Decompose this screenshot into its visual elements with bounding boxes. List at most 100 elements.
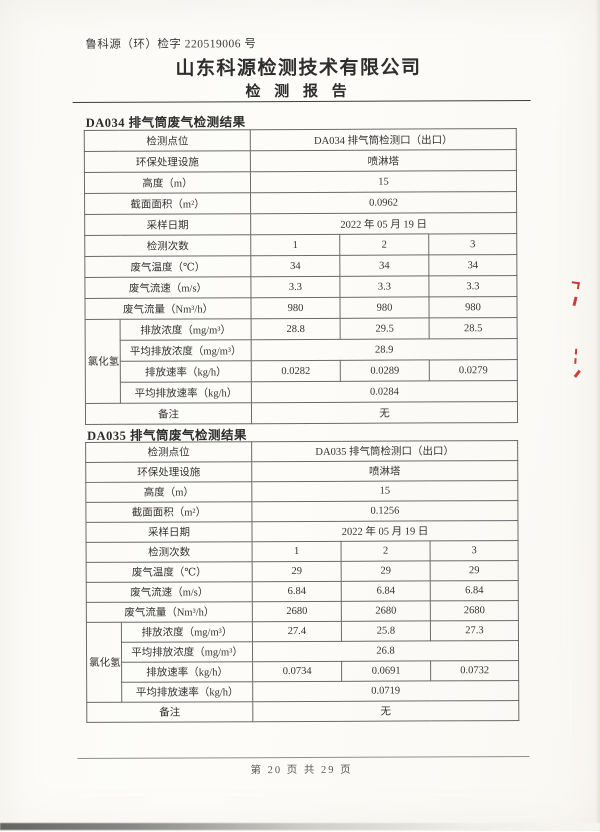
row-label-cell: 截面面积（m²） xyxy=(85,501,252,523)
value-cell: 1 xyxy=(250,234,340,256)
value-cell: 1 xyxy=(252,541,342,562)
table-row: 废气温度（℃） 29 29 29 xyxy=(86,560,519,583)
value-cell: 0.1256 xyxy=(251,500,518,522)
row-label-cell: 备注 xyxy=(85,402,252,425)
table-row: 备注 无 xyxy=(86,700,519,723)
page-number: 第 20 页 共 29 页 xyxy=(250,764,353,777)
value-cell: DA034 排气筒检测口（出口） xyxy=(250,128,517,151)
scan-edge-shadow xyxy=(0,823,600,830)
document-number: 鲁科源（环）检字 220519006 号 xyxy=(85,38,257,51)
value-cell: 28.8 xyxy=(251,318,341,340)
table-row: 检测点位 DA034 排气筒检测口（出口） xyxy=(84,128,517,152)
value-cell: 34 xyxy=(250,255,340,277)
table-row: 平均排放速率（kg/h） 0.0719 xyxy=(87,680,519,703)
company-name: 山东科源检测技术有限公司 xyxy=(175,57,422,80)
red-stamp-mark-icon xyxy=(574,348,578,364)
row-label-cell: 废气流量（Nm³/h） xyxy=(84,297,252,320)
table-row: 平均排放速率（kg/h） 0.0284 xyxy=(85,380,518,404)
table-row: 检测次数 1 2 3 xyxy=(84,233,517,257)
scan-edge-shadow xyxy=(595,0,600,831)
value-cell: 980 xyxy=(339,296,430,319)
row-label-cell: 平均排放速率（kg/h） xyxy=(121,681,253,703)
table-row: 氯化氢 排放浓度（mg/m³） 27.4 25.8 27.3 xyxy=(86,620,519,703)
table-row: 采样日期 2022 年 05 月 19 日 xyxy=(85,520,519,543)
value-cell: 0.0732 xyxy=(430,660,519,681)
section-title-da034: DA034 排气筒废气检测结果 xyxy=(85,115,246,130)
value-cell: 喷淋塔 xyxy=(251,460,518,482)
value-cell: 27.3 xyxy=(430,620,519,641)
table-row: 氯化氢 排放浓度（mg/m³） 28.8 29.5 28.5 xyxy=(85,317,518,404)
table-row: 截面面积（m²） 0.0962 xyxy=(84,191,517,215)
value-cell: 0.0962 xyxy=(250,191,517,214)
value-cell: 6.84 xyxy=(430,580,519,601)
row-label-cell: 检测次数 xyxy=(84,234,251,257)
row-label-cell: 平均排放浓度（mg/m³） xyxy=(121,641,253,663)
table-row: 废气流速（m/s） 3.3 3.3 3.3 xyxy=(84,275,517,299)
table-row: 平均排放浓度（mg/m³） 28.9 xyxy=(85,338,518,362)
value-cell: 29.5 xyxy=(340,317,430,340)
value-cell: 喷淋塔 xyxy=(250,149,517,172)
value-cell: 2022 年 05 月 19 日 xyxy=(250,212,517,235)
value-cell: 2 xyxy=(339,233,429,256)
table-row: 废气流速（m/s） 6.84 6.84 6.84 xyxy=(86,580,519,603)
value-cell: 25.8 xyxy=(341,620,431,642)
row-label-cell: 采样日期 xyxy=(84,213,251,236)
value-cell: 无 xyxy=(251,401,518,424)
red-stamp-mark-icon xyxy=(573,369,581,378)
table-row: 备注 无 xyxy=(85,401,518,425)
table-row: 环保处理设施 喷淋塔 xyxy=(85,460,518,483)
row-label-cell: 检测点位 xyxy=(85,441,252,463)
value-cell: 980 xyxy=(428,296,518,318)
value-cell: 29 xyxy=(341,560,431,582)
value-cell: 15 xyxy=(251,480,518,502)
table-row: 排放速率（kg/h） 0.0282 0.0289 0.0279 xyxy=(85,359,518,383)
value-cell: 0.0279 xyxy=(429,359,518,381)
row-label-cell: 采样日期 xyxy=(85,521,253,543)
table-row: 采样日期 2022 年 05 月 19 日 xyxy=(84,212,517,236)
table-row: 废气温度（℃） 34 34 34 xyxy=(84,254,517,278)
value-cell: 2680 xyxy=(430,600,519,621)
value-cell: 26.8 xyxy=(252,640,519,662)
value-cell: 2680 xyxy=(252,601,342,622)
table-row: 环保处理设施 喷淋塔 xyxy=(84,149,517,173)
pollutant-name-cell: 氯化氢 xyxy=(86,622,122,703)
da034-results-table: 检测点位 DA034 排气筒检测口（出口） 环保处理设施 喷淋塔 高度（m） 1… xyxy=(84,128,518,425)
value-cell: 6.84 xyxy=(341,580,431,602)
value-cell: 27.4 xyxy=(252,621,342,642)
row-label-cell: 排放浓度（mg/m³） xyxy=(121,621,253,643)
table-row: 高度（m） 15 xyxy=(84,170,517,194)
row-label-cell: 废气流速（m/s） xyxy=(86,581,253,603)
value-cell: 0.0691 xyxy=(341,660,431,682)
red-stamp-mark-icon xyxy=(570,281,580,290)
pollutant-name-cell: 氯化氢 xyxy=(85,319,121,404)
row-label-cell: 排放速率（kg/h） xyxy=(120,360,252,383)
row-label-cell: 截面面积（m²） xyxy=(84,192,251,215)
value-cell: 0.0289 xyxy=(340,359,430,382)
value-cell: 2 xyxy=(341,540,431,562)
value-cell: 2022 年 05 月 19 日 xyxy=(251,520,519,542)
table-row: 平均排放浓度（mg/m³） 26.8 xyxy=(86,640,519,663)
row-label-cell: 环保处理设施 xyxy=(84,150,251,173)
table-row: 检测点位 DA035 排气筒检测口（出口） xyxy=(85,440,518,463)
row-label-cell: 废气流量（Nm³/h） xyxy=(86,601,253,623)
row-label-cell: 废气流速（m/s） xyxy=(84,276,251,299)
value-cell: 34 xyxy=(428,254,517,276)
row-label-cell: 备注 xyxy=(86,701,253,723)
value-cell: 29 xyxy=(430,560,519,581)
footer-divider xyxy=(77,756,530,759)
value-cell: 28.5 xyxy=(429,317,518,339)
table-row: 废气流量（Nm³/h） 980 980 980 xyxy=(84,296,518,320)
value-cell: 3 xyxy=(430,540,519,561)
table-row: 高度（m） 15 xyxy=(85,480,518,503)
value-cell: 34 xyxy=(339,254,429,277)
row-label-cell: 废气温度（℃） xyxy=(86,561,253,583)
row-label-cell: 检测次数 xyxy=(86,541,253,563)
value-cell: 3.3 xyxy=(428,275,517,297)
row-label-cell: 高度（m） xyxy=(84,171,251,194)
row-label-cell: 平均排放浓度（mg/m³） xyxy=(120,339,252,362)
value-cell: 29 xyxy=(252,561,342,582)
table-row: 截面面积（m²） 0.1256 xyxy=(85,500,518,523)
value-cell: 0.0719 xyxy=(252,680,519,702)
row-label-cell: 高度（m） xyxy=(85,481,252,503)
